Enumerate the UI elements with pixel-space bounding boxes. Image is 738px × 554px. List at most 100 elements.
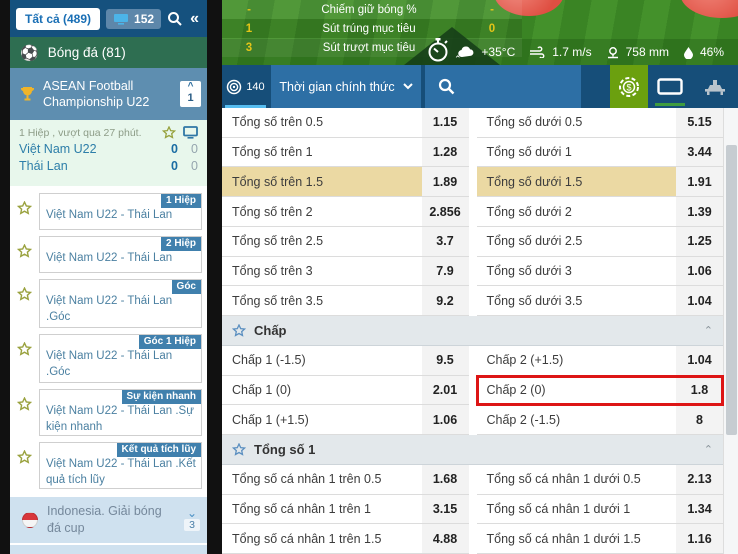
favorite-star-icon[interactable]	[232, 324, 246, 337]
all-markets-tab[interactable]: 140	[222, 65, 269, 108]
bet-outcome[interactable]: Tổng số trên 2	[232, 204, 313, 219]
odd-value[interactable]: 3.44	[676, 137, 723, 167]
collapse-section-icon[interactable]: ⌃	[703, 325, 713, 337]
odd-value[interactable]: 1.16	[676, 524, 723, 554]
bet-outcome[interactable]: Tổng số dưới 1	[486, 145, 572, 160]
odd-value[interactable]: 1.25	[676, 226, 723, 256]
odd-value[interactable]: 8	[676, 405, 723, 435]
odd-value[interactable]: 9.5	[421, 345, 469, 375]
collapse-sidebar-icon[interactable]: «	[190, 9, 199, 27]
section-header[interactable]: Chấp ⌃	[222, 316, 723, 346]
collapse-section-icon[interactable]: ⌃	[703, 443, 713, 456]
selected-bet-cell[interactable]: Chấp 2 (0) 1.8	[475, 374, 724, 407]
odd-value[interactable]: 1.06	[421, 405, 469, 435]
period-dropdown[interactable]: Thời gian chính thức	[271, 65, 421, 108]
sidebar-item-football[interactable]: ⚽ Bóng đá (81)	[10, 37, 207, 68]
odd-value[interactable]: 1.34	[676, 494, 723, 524]
bet-outcome[interactable]: Chấp 1 (-1.5)	[232, 353, 306, 368]
bonus-chip-button[interactable]: $	[610, 65, 648, 108]
market-card[interactable]: Sự kiện nhanh Việt Nam U22 - Thái Lan .S…	[39, 389, 202, 436]
team-name[interactable]: Việt Nam U22	[19, 142, 97, 156]
bet-outcome[interactable]: Tổng số cá nhân 1 trên 1.5	[232, 531, 382, 546]
odd-value[interactable]: 2.01	[421, 375, 469, 405]
odd-value[interactable]: 1.04	[676, 345, 723, 375]
country-expand-control[interactable]: ⌄ 3	[184, 507, 200, 532]
league-collapse-control[interactable]: ^ 1	[180, 81, 201, 107]
bet-outcome[interactable]: Tổng số dưới 0.5	[486, 115, 583, 130]
odd-value[interactable]: 5.15	[676, 108, 723, 137]
bet-outcome[interactable]: Tổng số cá nhân 1 trên 1	[232, 501, 371, 516]
live-count: 152	[134, 11, 155, 26]
favorite-star-icon[interactable]	[10, 193, 39, 230]
odd-value[interactable]: 1.06	[676, 256, 723, 286]
sidebar-item-india[interactable]: Ấn Độ. Giải bóng đá giải đấu, bộ phận th…	[10, 542, 207, 554]
bet-outcome[interactable]: Tổng số trên 3.5	[232, 293, 324, 308]
weather-bar: +35°C 1.7 m/s 758 mm 46%	[458, 45, 732, 59]
odd-value[interactable]: 1.04	[676, 286, 723, 316]
market-card[interactable]: Góc 1 Hiệp Việt Nam U22 - Thái Lan .Góc	[39, 334, 202, 383]
odd-value[interactable]: 1.15	[421, 108, 469, 137]
timer-panel[interactable]	[404, 27, 500, 65]
scrollbar-thumb[interactable]	[726, 145, 737, 435]
favorite-star-icon[interactable]	[232, 442, 246, 456]
sidebar-item-league[interactable]: ASEAN Football Championship U22 ^ 1	[10, 68, 207, 120]
bet-outcome[interactable]: Chấp 1 (0)	[232, 382, 292, 397]
list-item: Kết quả tích lũy Việt Nam U22 - Thái Lan…	[10, 442, 202, 489]
favorite-star-icon[interactable]	[10, 279, 39, 328]
market-card[interactable]: Góc Việt Nam U22 - Thái Lan .Góc	[39, 279, 202, 328]
odd-value[interactable]: 1.91	[676, 167, 723, 197]
market-card[interactable]: 2 Hiệp Việt Nam U22 - Thái Lan	[39, 236, 202, 273]
team-name[interactable]: Thái Lan	[19, 159, 68, 173]
odd-value[interactable]: 1.28	[421, 137, 469, 167]
bet-outcome[interactable]: Tổng số dưới 3.5	[486, 293, 583, 308]
odd-value[interactable]: 3.15	[421, 494, 469, 524]
bet-outcome[interactable]: Chấp 2 (0)	[486, 382, 546, 397]
tribune-view-toggle[interactable]	[692, 65, 738, 108]
screen-view-toggle[interactable]	[648, 65, 692, 108]
search-icon[interactable]	[167, 11, 182, 26]
bet-outcome[interactable]: Tổng số cá nhân 1 dưới 0.5	[486, 472, 641, 487]
bet-outcome[interactable]: Tổng số dưới 3	[486, 264, 572, 279]
odd-value[interactable]: 1.89	[421, 167, 469, 197]
bet-outcome[interactable]: Tổng số cá nhân 1 dưới 1.5	[486, 531, 641, 546]
odd-value[interactable]: 2.856	[421, 197, 469, 226]
bet-outcome[interactable]: Tổng số trên 1	[232, 145, 313, 160]
section-header-handicap: Chấp ⌃	[222, 316, 723, 346]
bet-outcome[interactable]: Chấp 1 (+1.5)	[232, 412, 309, 427]
favorite-star-icon[interactable]	[162, 126, 176, 139]
favorite-star-icon[interactable]	[10, 389, 39, 436]
favorite-star-icon[interactable]	[10, 442, 39, 489]
bet-outcome[interactable]: Tổng số dưới 1.5	[476, 167, 676, 197]
bet-outcome[interactable]: Tổng số dưới 2	[486, 204, 572, 219]
odd-value[interactable]: 9.2	[421, 286, 469, 316]
bet-outcome[interactable]: Chấp 2 (-1.5)	[486, 412, 561, 427]
all-events-button[interactable]: Tất cả (489)	[16, 7, 101, 30]
bet-outcome[interactable]: Tổng số trên 1.5	[222, 167, 422, 197]
sidebar-item-indonesia[interactable]: Indonesia. Giải bóng đá cup ⌄ 3	[10, 495, 207, 543]
odd-value[interactable]: 1.8	[676, 375, 723, 405]
bet-outcome[interactable]: Tổng số trên 3	[232, 264, 313, 279]
bet-outcome[interactable]: Tổng số trên 2.5	[232, 234, 324, 249]
bet-outcome[interactable]: Tổng số dưới 2.5	[486, 234, 583, 249]
bet-outcome[interactable]: Tổng số trên 0.5	[232, 115, 324, 130]
market-search-button[interactable]	[425, 65, 581, 108]
market-card[interactable]: Kết quả tích lũy Việt Nam U22 - Thái Lan…	[39, 442, 202, 489]
live-events-button[interactable]: 152	[106, 8, 162, 29]
odd-value[interactable]: 7.9	[421, 256, 469, 286]
table-row-highlighted: Tổng số trên 1.5 1.89 Tổng số dưới 1.5 1.9…	[222, 167, 723, 198]
vertical-scrollbar[interactable]	[723, 108, 738, 554]
market-card[interactable]: 1 Hiệp Việt Nam U22 - Thái Lan	[39, 193, 202, 230]
favorite-star-icon[interactable]	[10, 334, 39, 383]
bet-outcome[interactable]: Chấp 2 (+1.5)	[486, 353, 564, 368]
sport-label: Bóng đá (81)	[47, 45, 126, 60]
odd-value[interactable]: 1.39	[676, 197, 723, 226]
odd-value[interactable]: 4.88	[421, 524, 469, 554]
watch-live-icon[interactable]	[183, 126, 198, 139]
odd-value[interactable]: 3.7	[421, 226, 469, 256]
bet-outcome[interactable]: Tổng số cá nhân 1 trên 0.5	[232, 472, 382, 487]
favorite-star-icon[interactable]	[10, 236, 39, 273]
odd-value[interactable]: 1.68	[421, 464, 469, 494]
odd-value[interactable]: 2.13	[676, 464, 723, 494]
bet-outcome[interactable]: Tổng số cá nhân 1 dưới 1	[486, 501, 631, 516]
section-header[interactable]: Tổng số 1 ⌃	[222, 435, 723, 465]
